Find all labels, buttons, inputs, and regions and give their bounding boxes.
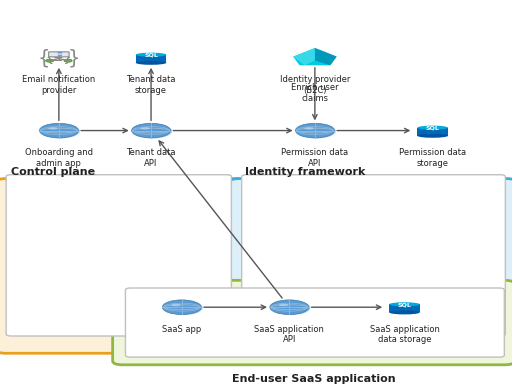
Text: Control plane: Control plane — [11, 167, 95, 177]
Text: End-user SaaS application: End-user SaaS application — [232, 374, 395, 384]
Circle shape — [164, 300, 203, 315]
Ellipse shape — [417, 126, 448, 130]
FancyBboxPatch shape — [229, 179, 512, 353]
Ellipse shape — [417, 134, 448, 138]
Text: Tenant data
API: Tenant data API — [126, 149, 176, 168]
FancyBboxPatch shape — [242, 175, 505, 336]
Circle shape — [41, 124, 80, 139]
Text: SQL: SQL — [397, 302, 412, 307]
Ellipse shape — [279, 304, 288, 306]
Text: SaaS application
API: SaaS application API — [254, 325, 324, 344]
FancyBboxPatch shape — [0, 179, 244, 353]
FancyBboxPatch shape — [113, 280, 512, 365]
Ellipse shape — [389, 302, 420, 306]
Ellipse shape — [48, 127, 58, 130]
Circle shape — [295, 123, 334, 138]
Polygon shape — [315, 48, 337, 65]
Text: Identity framework: Identity framework — [245, 167, 365, 177]
Ellipse shape — [171, 304, 181, 306]
Text: {: { — [37, 48, 50, 67]
Text: ≡: ≡ — [56, 51, 62, 58]
Circle shape — [162, 300, 201, 314]
Text: SaaS app: SaaS app — [162, 325, 201, 334]
Circle shape — [39, 123, 78, 138]
Circle shape — [46, 59, 54, 62]
FancyBboxPatch shape — [6, 175, 231, 336]
Polygon shape — [293, 48, 315, 65]
Circle shape — [64, 59, 72, 62]
FancyBboxPatch shape — [125, 288, 504, 357]
Ellipse shape — [140, 127, 150, 130]
FancyBboxPatch shape — [49, 52, 69, 57]
Text: Email notification
provider: Email notification provider — [22, 76, 96, 95]
Text: SaaS application
data storage: SaaS application data storage — [370, 325, 439, 344]
Ellipse shape — [389, 310, 420, 314]
Bar — [417, 127, 448, 136]
Text: Permission data
storage: Permission data storage — [399, 149, 466, 168]
Text: SQL: SQL — [425, 126, 440, 131]
Polygon shape — [293, 48, 337, 65]
Text: Onboarding and
admin app: Onboarding and admin app — [25, 149, 93, 168]
Polygon shape — [317, 48, 337, 56]
Circle shape — [270, 300, 309, 314]
Circle shape — [133, 124, 172, 139]
Text: }: } — [68, 48, 80, 67]
Circle shape — [297, 124, 336, 139]
Text: Permission data
API: Permission data API — [281, 149, 349, 168]
Text: SQL: SQL — [144, 53, 158, 58]
Text: {≡}: {≡} — [46, 51, 72, 64]
Text: Tenant data
storage: Tenant data storage — [126, 76, 176, 95]
Text: Identity provider
(B2C): Identity provider (B2C) — [280, 76, 350, 95]
Circle shape — [271, 300, 310, 315]
Ellipse shape — [136, 53, 166, 57]
Ellipse shape — [136, 61, 166, 65]
Bar — [136, 55, 166, 63]
Circle shape — [132, 123, 170, 138]
Text: Enrich user
claims: Enrich user claims — [291, 83, 339, 103]
Bar — [389, 304, 420, 313]
Ellipse shape — [304, 127, 314, 130]
